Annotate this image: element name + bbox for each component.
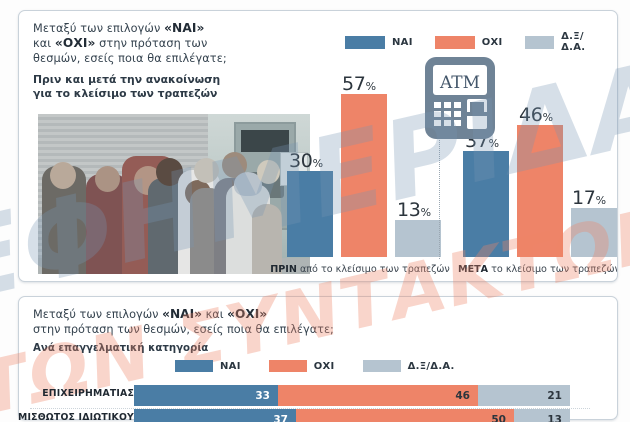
svg-text:ATM: ATM	[439, 73, 480, 93]
row-label-misthotos: ΜΙΣΘΩΤΟΣ ΙΔΙΩΤΙΚΟΥ	[18, 412, 134, 422]
segment-value: 33	[255, 389, 270, 402]
stacked-bar-misthotos: 37 50 13	[134, 409, 570, 422]
legend-item-oxi: ΟΧΙ	[434, 35, 503, 49]
group-label-meta-bold: ΜΕΤΑ	[458, 264, 489, 275]
top-subtitle-line-2: για το κλείσιμο των τραπεζών	[33, 87, 218, 101]
photo-person	[252, 204, 282, 274]
bar-prin-dxda	[395, 220, 441, 257]
legend-swatch-dxda-bottom	[362, 360, 401, 372]
segment-value: 50	[491, 413, 506, 422]
bar-meta-oxi	[517, 125, 563, 257]
percent-symbol: %	[365, 80, 376, 93]
group-label-prin-rest: από το κλείσιμο των τραπεζών	[296, 264, 450, 275]
top-legend: ΝΑΙ ΟΧΙ Δ.Ξ/Δ.Α.	[345, 31, 617, 53]
legend-label-oxi: ΟΧΙ	[481, 36, 503, 48]
legend-item-dxda: Δ.Ξ/Δ.Α.	[524, 31, 596, 53]
legend-item-oxi-bottom: ΟΧΙ	[268, 360, 335, 372]
top-subtitle-line-1: Πριν και μετά την ανακοίνωση	[33, 72, 221, 86]
segment-dxda: 13	[514, 409, 570, 422]
top-question-oxi: «ΟΧΙ»	[54, 36, 96, 51]
group-label-meta: ΜΕΤΑ το κλείσιμο των τραπεζών	[444, 264, 618, 275]
top-question-line-2: και «ΟΧΙ» στην πρόταση των	[33, 36, 333, 51]
top-question-heading: Μεταξύ των επιλογών «ΝΑΙ» και «ΟΧΙ» στην…	[33, 21, 333, 102]
photo-person-head	[50, 162, 76, 189]
stacked-bar-epixeirimatias: 33 46 21	[134, 385, 570, 406]
top-question-line-2-a: και	[33, 37, 55, 51]
group-label-prin: ΠΡΙΝ από το κλείσιμο των τραπεζών	[260, 264, 460, 275]
top-question-line-1-text: Μεταξύ των επιλογών	[33, 22, 165, 35]
segment-value: 21	[547, 389, 562, 402]
bottom-legend: ΝΑΙ ΟΧΙ Δ.Ξ/Δ.Α.	[175, 360, 483, 372]
bottom-question-heading: Μεταξύ των επιλογών «ΝΑΙ» και «ΟΧΙ» στην…	[33, 307, 453, 354]
percent-symbol: %	[542, 111, 553, 124]
legend-label-nai-bottom: ΝΑΙ	[220, 360, 241, 372]
bar-prin-nai	[287, 171, 333, 257]
bar-value-prin-dxda: 13%	[397, 199, 431, 221]
legend-item-nai-bottom: ΝΑΙ	[175, 360, 241, 372]
bottom-subtitle: Ανά επαγγελματική κατηγορία	[33, 342, 209, 354]
segment-value: 46	[455, 389, 470, 402]
bottom-question-line-1-c: και	[202, 308, 228, 321]
photo-atm-screen	[241, 130, 289, 152]
legend-item-dxda-bottom: Δ.Ξ/Δ.Α.	[362, 360, 455, 372]
row-separator	[30, 408, 590, 409]
percent-symbol: %	[420, 206, 431, 219]
bar-value-prin-oxi: 57%	[342, 73, 376, 95]
bar-prin-oxi	[341, 94, 387, 257]
legend-swatch-nai-bottom	[175, 360, 213, 372]
segment-oxi: 50	[296, 409, 514, 422]
value-text: 46	[519, 104, 543, 126]
bar-value-prin-nai: 30%	[289, 150, 323, 172]
bottom-question-line-1-a: Μεταξύ των επιλογών	[33, 308, 163, 321]
legend-item-nai: ΝΑΙ	[345, 35, 413, 49]
value-text: 13	[397, 199, 421, 221]
legend-swatch-dxda	[524, 35, 555, 49]
percent-symbol: %	[595, 194, 606, 207]
segment-value: 37	[273, 413, 288, 422]
value-text: 17	[572, 187, 596, 209]
bar-value-meta-oxi: 46%	[519, 104, 553, 126]
value-text: 30	[289, 150, 313, 172]
bar-value-meta-dxda: 17%	[572, 187, 606, 209]
top-question-line-2-c: στην πρόταση των	[95, 37, 208, 51]
legend-label-nai: ΝΑΙ	[392, 36, 413, 48]
legend-swatch-oxi	[434, 35, 475, 49]
legend-swatch-nai	[345, 35, 385, 49]
segment-value: 13	[547, 413, 562, 422]
vertical-bar-chart: 30% 57% 13% ΠΡΙΝ από το κλείσιμο των τρα…	[19, 11, 618, 281]
bottom-question-oxi: «ΟΧΙ»	[227, 307, 268, 321]
segment-oxi: 46	[278, 385, 478, 406]
value-text: 57	[342, 73, 366, 95]
bar-meta-nai	[463, 151, 509, 257]
segment-dxda: 21	[478, 385, 570, 406]
table-row: ΕΠΙΧΕΙΡΗΜΑΤΙΑΣ 33 46 21	[0, 385, 600, 406]
bar-meta-dxda	[571, 208, 617, 257]
atm-icon: ATM	[423, 55, 497, 145]
group-divider	[439, 115, 440, 259]
row-label-epixeirimatias: ΕΠΙΧΕΙΡΗΜΑΤΙΑΣ	[42, 388, 134, 399]
photo-person-head	[194, 158, 219, 183]
segment-nai: 33	[134, 385, 278, 406]
legend-swatch-oxi-bottom	[268, 360, 307, 372]
percent-symbol: %	[488, 137, 499, 150]
bottom-question-line-1: Μεταξύ των επιλογών «ΝΑΙ» και «ΟΧΙ»	[33, 307, 453, 322]
group-label-prin-bold: ΠΡΙΝ	[270, 264, 297, 275]
table-row: ΜΙΣΘΩΤΟΣ ΙΔΙΩΤΙΚΟΥ 37 50 13	[0, 409, 600, 422]
top-question-nai: «ΝΑΙ»	[164, 21, 205, 35]
legend-label-dxda-bottom: Δ.Ξ/Δ.Α.	[407, 360, 455, 372]
group-label-meta-rest: το κλείσιμο των τραπεζών	[488, 264, 618, 275]
top-question-line-1: Μεταξύ των επιλογών «ΝΑΙ»	[33, 21, 333, 36]
percent-symbol: %	[312, 157, 323, 170]
legend-label-dxda: Δ.Ξ/Δ.Α.	[561, 31, 586, 53]
legend-label-oxi-bottom: ΟΧΙ	[313, 360, 335, 372]
photo-person-head	[257, 160, 280, 184]
segment-nai: 37	[134, 409, 296, 422]
bottom-question-line-2: στην πρόταση των θεσμών, εσείς ποια θα ε…	[33, 323, 334, 337]
top-chart-panel: Μεταξύ των επιλογών «ΝΑΙ» και «ΟΧΙ» στην…	[18, 10, 618, 282]
bottom-question-nai: «ΝΑΙ»	[162, 307, 202, 321]
photo-person-head	[95, 166, 120, 192]
top-question-line-3: θεσμών, εσείς ποια θα επιλέγατε;	[33, 52, 227, 66]
